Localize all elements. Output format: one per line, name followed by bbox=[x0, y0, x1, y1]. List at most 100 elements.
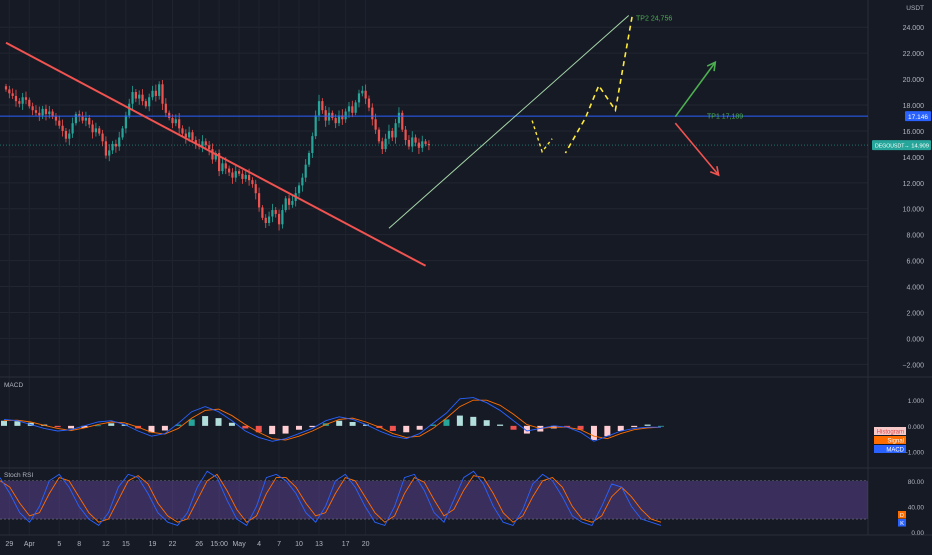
candle-body bbox=[121, 128, 124, 138]
time-tick-label: May bbox=[232, 541, 246, 548]
candle-body bbox=[327, 112, 331, 121]
macd-pane[interactable]: MACD bbox=[1, 382, 664, 442]
candle-body bbox=[171, 117, 174, 124]
candle-body bbox=[341, 115, 344, 120]
candle-body bbox=[224, 163, 227, 169]
macd-histogram-bar bbox=[363, 424, 370, 426]
candle-body bbox=[181, 128, 184, 134]
projection-path bbox=[564, 16, 633, 154]
macd-histogram-bar bbox=[389, 425, 396, 431]
macd-histogram-bar bbox=[416, 425, 423, 430]
candle-body bbox=[98, 128, 101, 134]
candle-body bbox=[321, 101, 324, 111]
stoch-rsi-pane[interactable]: Stoch RSI bbox=[0, 470, 868, 527]
candle-body bbox=[201, 141, 204, 147]
macd-tick-label: −1.000 bbox=[904, 450, 924, 457]
candle-body bbox=[251, 180, 254, 185]
grid-layer bbox=[0, 0, 932, 536]
candle-body bbox=[14, 95, 18, 102]
candle-body bbox=[48, 111, 51, 115]
candle-body bbox=[154, 90, 157, 96]
candle-body bbox=[228, 168, 231, 173]
candle-body bbox=[344, 111, 347, 120]
stoch-legend-badge bbox=[898, 519, 906, 527]
stoch-legend-label: K bbox=[900, 521, 904, 527]
price-tick-label: 24.000 bbox=[903, 25, 925, 32]
candle-body bbox=[387, 130, 391, 139]
time-tick-label: 13 bbox=[315, 541, 323, 548]
candle-body bbox=[68, 133, 71, 139]
macd-histogram-bar bbox=[282, 425, 289, 434]
price-tick-label: 4.000 bbox=[906, 285, 924, 292]
currency-label: USDT bbox=[906, 5, 924, 12]
candle-body bbox=[204, 141, 207, 146]
candle-body bbox=[271, 210, 274, 217]
macd-histogram-bar bbox=[1, 420, 7, 426]
time-tick-label: 12 bbox=[102, 541, 110, 548]
candle-body bbox=[51, 111, 54, 117]
candle-body bbox=[287, 198, 291, 205]
candle-body bbox=[297, 185, 301, 194]
stoch-legend-label: D bbox=[900, 513, 904, 519]
macd-legend-label: Signal bbox=[887, 438, 904, 444]
macd-histogram-bar bbox=[202, 416, 209, 426]
candle-body bbox=[34, 110, 38, 113]
macd-histogram-bar bbox=[81, 425, 88, 428]
time-tick-label: 7 bbox=[277, 541, 281, 548]
candle-body bbox=[4, 86, 8, 90]
stoch-d-line bbox=[0, 473, 662, 523]
candle-body bbox=[144, 101, 147, 107]
candle-body bbox=[261, 207, 264, 218]
candle-body bbox=[188, 132, 191, 138]
candle-body bbox=[58, 120, 61, 126]
candle-body bbox=[407, 140, 411, 147]
candle-body bbox=[281, 210, 284, 225]
candle-body bbox=[164, 103, 167, 113]
candle-body bbox=[211, 149, 214, 160]
time-tick-label: 5 bbox=[57, 541, 61, 548]
macd-histogram-bar bbox=[644, 424, 651, 426]
candle-body bbox=[81, 116, 84, 121]
candle-body bbox=[357, 93, 361, 103]
macd-histogram-bar bbox=[309, 425, 316, 428]
macd-histogram-bar bbox=[631, 425, 638, 428]
candle-body bbox=[367, 98, 371, 108]
macd-histogram-bar bbox=[523, 425, 530, 434]
candle-body bbox=[174, 119, 177, 124]
candle-body bbox=[54, 116, 58, 121]
price-tick-label: 2.000 bbox=[906, 310, 924, 317]
candle-body bbox=[191, 132, 194, 141]
macd-histogram-bar bbox=[604, 425, 611, 437]
candle-body bbox=[377, 129, 381, 142]
candle-body bbox=[148, 97, 151, 107]
tp2-label: TP2 24,756 bbox=[636, 15, 672, 22]
candle-body bbox=[364, 90, 367, 99]
candle-body bbox=[238, 171, 241, 174]
macd-histogram-bar bbox=[658, 425, 664, 427]
macd-histogram-bar bbox=[228, 422, 235, 426]
macd-histogram-bar bbox=[148, 425, 155, 433]
candle-body bbox=[108, 150, 111, 156]
candle-body bbox=[267, 216, 271, 224]
candle-body bbox=[264, 217, 267, 224]
macd-histogram-bar bbox=[510, 425, 517, 430]
price-tick-label: 6.000 bbox=[906, 259, 924, 266]
macd-histogram-bar bbox=[161, 425, 168, 431]
candle-body bbox=[31, 106, 34, 111]
candle-body bbox=[71, 123, 74, 134]
bearish-arrow-head bbox=[709, 166, 720, 177]
axis-layer: 24.000 22.000 20.000 18.000 16.000 14.000 12.0… bbox=[5, 5, 931, 548]
candle-body bbox=[74, 114, 78, 124]
time-tick-label: 29 bbox=[5, 541, 13, 548]
macd-histogram-bar bbox=[470, 416, 477, 426]
candle-body bbox=[88, 117, 91, 125]
price-pane[interactable] bbox=[4, 79, 431, 231]
candle-body bbox=[158, 84, 161, 96]
candle-body bbox=[141, 94, 144, 102]
bearish-arrow-shaft bbox=[674, 122, 720, 176]
candle-body bbox=[371, 107, 374, 120]
candle-body bbox=[391, 130, 394, 138]
candle-body bbox=[257, 193, 261, 208]
